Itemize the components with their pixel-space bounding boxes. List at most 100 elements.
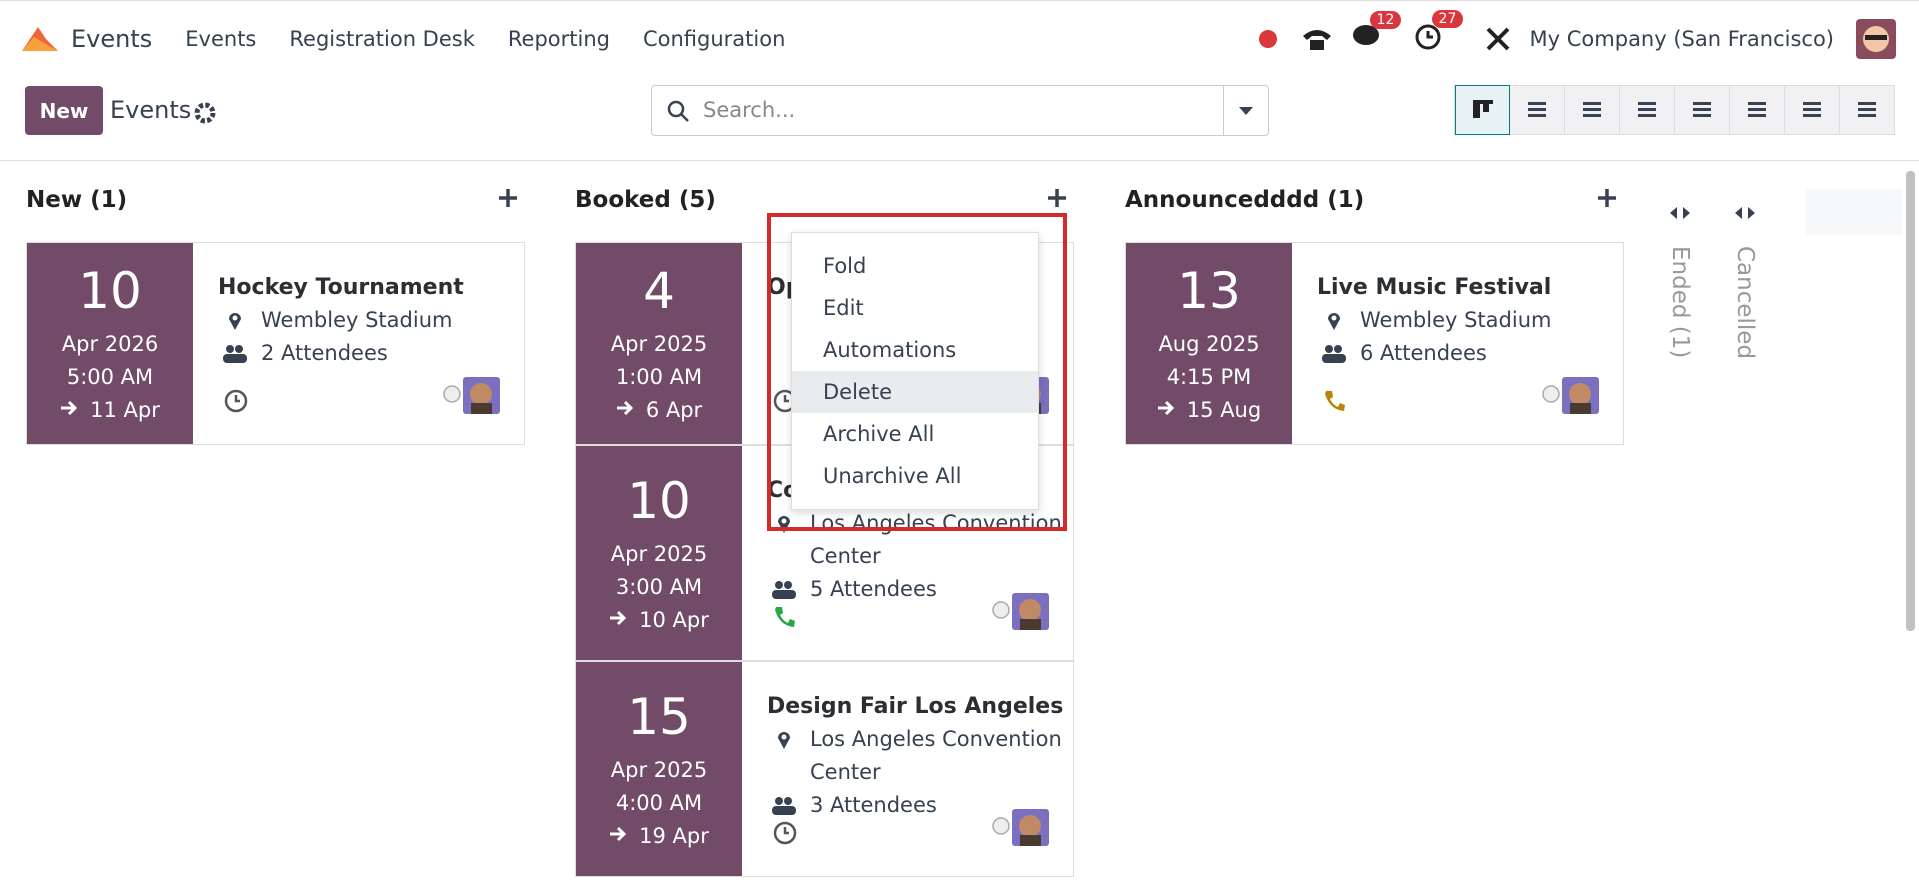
assignee[interactable] [1012, 809, 1049, 856]
event-card[interactable]: 13 Aug 2025 4:15 PM 15 Aug Live Music Festiv… [1125, 242, 1624, 445]
view-button[interactable] [1840, 85, 1895, 135]
location-icon [777, 732, 790, 749]
event-month-year: Apr 2025 [610, 757, 708, 782]
event-time: 3:00 AM [615, 574, 703, 599]
event-name: Design Fair Los Angeles [767, 694, 1064, 719]
view-icon [1858, 102, 1876, 117]
dropdown-item[interactable]: Archive All [823, 422, 935, 446]
dropdown-item[interactable]: Fold [823, 254, 867, 278]
location-line: Center [810, 544, 881, 568]
view-icon [1638, 102, 1656, 117]
date-block: 4 Apr 2025 1:00 AM 6 Apr [576, 243, 742, 444]
event-card[interactable]: 10 Apr 2026 5:00 AM 11 Apr Hockey Tournament… [26, 242, 525, 445]
event-month-year: Apr 2025 [610, 332, 708, 356]
icon-slot [1317, 304, 1350, 331]
phone-icon[interactable] [1300, 24, 1334, 54]
tools-icon[interactable] [1484, 25, 1512, 53]
view-button[interactable] [1565, 85, 1620, 135]
state[interactable] [991, 813, 1011, 846]
new-button[interactable]: New [25, 86, 103, 135]
event-name: Hockey Tournament [218, 275, 464, 300]
menu-item[interactable]: Events [185, 26, 257, 51]
breadcrumb: Events [110, 96, 192, 124]
view-button[interactable] [1510, 85, 1565, 135]
assignee[interactable] [463, 377, 500, 424]
state[interactable] [991, 597, 1011, 630]
activity[interactable] [772, 820, 798, 856]
date-block: 13 Aug 2025 4:15 PM 15 Aug [1126, 243, 1292, 444]
event-end-date: 6 Apr [645, 398, 703, 422]
activities[interactable]: 27 [1414, 9, 1464, 56]
dropdown-item[interactable]: Unarchive All [823, 464, 962, 488]
event-end: 6 Apr [616, 394, 702, 427]
event-month-year: Apr 2026 [61, 332, 159, 356]
messages[interactable]: 12 [1352, 10, 1402, 55]
search-box[interactable]: Search... [651, 85, 1269, 136]
menu-item[interactable]: Registration Desk [289, 26, 475, 51]
folded-column-title[interactable]: Cancelled [1732, 246, 1758, 360]
highlight-box [767, 213, 1067, 531]
control-panel: New Events Search... [0, 76, 1919, 161]
arrow-icon [610, 826, 627, 841]
unfold-toggle[interactable] [1670, 204, 1690, 223]
hidden-column-placeholder [1806, 189, 1902, 235]
attendees: 3 Attendees [810, 793, 937, 817]
view-button[interactable] [1455, 85, 1510, 135]
activity[interactable] [223, 388, 249, 424]
search-toggle[interactable] [1223, 86, 1268, 135]
attendees-row: 2 Attendees [218, 337, 524, 370]
column-title: Announcedddd (1) [1125, 187, 1365, 213]
dropdown-item[interactable]: Delete [792, 371, 1038, 413]
event-day: 15 [627, 687, 691, 746]
dropdown-item[interactable]: Automations [823, 338, 957, 362]
event-end-date: 10 Apr [639, 607, 709, 632]
quick-create[interactable] [1048, 189, 1066, 211]
activity-clock [224, 389, 248, 413]
chat-icon [1352, 24, 1379, 45]
state[interactable] [442, 381, 462, 414]
view-button[interactable] [1675, 85, 1730, 135]
event-card[interactable]: 15 Apr 2025 4:00 AM 19 Apr Design Fair Los A… [575, 661, 1074, 877]
location: Los Angeles Convention Center [810, 507, 1062, 573]
app-name[interactable]: Events [71, 24, 153, 53]
user-avatar[interactable] [1856, 18, 1896, 59]
quick-create[interactable] [499, 189, 517, 211]
plus-icon [499, 189, 517, 207]
company-name[interactable]: My Company (San Francisco) [1529, 26, 1834, 51]
activity-phone [775, 607, 795, 627]
activity[interactable] [1322, 388, 1348, 424]
arrow-icon [61, 400, 78, 416]
recording-dot[interactable] [1258, 29, 1278, 49]
attendees-icon [771, 581, 796, 599]
menu-item[interactable]: Reporting [507, 26, 610, 51]
view-button[interactable] [1730, 85, 1785, 135]
assignee[interactable] [1562, 377, 1599, 424]
event-end-date: 11 Apr [90, 398, 160, 422]
column-title: Booked (5) [575, 187, 716, 213]
app-logo[interactable] [20, 23, 60, 55]
folded-column-title[interactable]: Ended (1) [1667, 246, 1693, 359]
state[interactable] [1541, 381, 1561, 414]
event-time: 4:00 AM [615, 790, 703, 815]
state-circle [992, 817, 1010, 835]
icon-slot [218, 304, 251, 331]
caret [1239, 106, 1253, 115]
card-body: Design Fair Los Angeles Los Angeles Conve… [742, 662, 1073, 876]
assignee[interactable] [1012, 593, 1049, 640]
dropdown-item[interactable]: Edit [823, 296, 864, 320]
menu-item[interactable]: Configuration [642, 26, 786, 51]
messages-badge: 12 [1369, 10, 1402, 29]
location-line: Wembley Stadium [261, 308, 453, 332]
location: Wembley Stadium [261, 304, 452, 337]
arrow-icon [1157, 400, 1174, 416]
activity[interactable] [772, 604, 798, 640]
location-line: Wembley Stadium [1360, 308, 1552, 332]
view-button[interactable] [1620, 85, 1675, 135]
quick-create[interactable] [1598, 189, 1616, 211]
view-button[interactable] [1785, 85, 1840, 135]
settings-gear[interactable] [194, 102, 216, 124]
unfold-toggle[interactable] [1735, 204, 1755, 223]
activity-icon [1415, 24, 1441, 49]
location: Los Angeles Convention Center [810, 723, 1062, 789]
